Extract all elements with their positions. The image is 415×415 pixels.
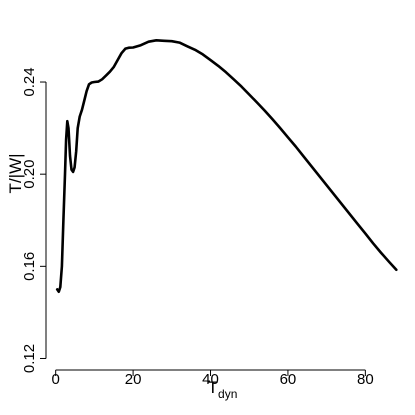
y-axis-title: T/|W|: [6, 153, 25, 193]
y-tick-label: 0.16: [21, 252, 38, 281]
y-tick-label: 0.20: [21, 160, 38, 189]
y-ticks: 0.12 0.16 0.20 0.24: [21, 67, 46, 373]
series-line: [55, 39, 398, 293]
x-axis-title-subscript: dyn: [218, 387, 237, 401]
x-tick-label: 40: [202, 371, 219, 388]
x-ticks: 0 20 40 60 80: [52, 370, 374, 388]
x-tick-label: 20: [125, 371, 142, 388]
x-tick-label: 60: [280, 371, 297, 388]
x-axis-title: Tdyn: [208, 378, 238, 401]
axes: [45, 82, 366, 371]
x-tick-label: 80: [357, 371, 374, 388]
y-tick-label: 0.12: [21, 344, 38, 373]
x-tick-label: 0: [52, 371, 60, 388]
x-axis-title-main: T: [208, 378, 218, 397]
y-tick-label: 0.24: [21, 67, 38, 96]
